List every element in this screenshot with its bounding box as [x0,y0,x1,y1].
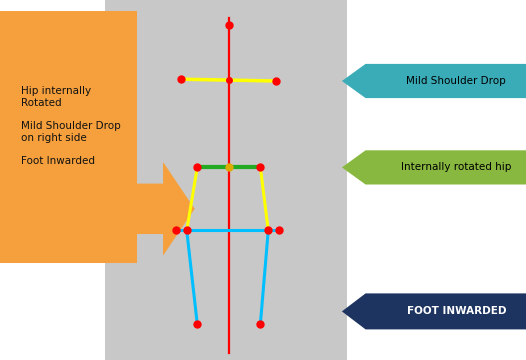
Polygon shape [342,293,526,329]
FancyBboxPatch shape [105,0,347,360]
FancyBboxPatch shape [0,11,137,263]
Text: Mild Shoulder Drop: Mild Shoulder Drop [407,76,506,86]
Text: Internally rotated hip: Internally rotated hip [401,162,511,172]
Polygon shape [342,150,526,184]
Polygon shape [342,64,526,98]
Text: FOOT INWARDED: FOOT INWARDED [407,306,506,316]
Polygon shape [0,162,195,256]
Text: Hip internally
Rotated

Mild Shoulder Drop
on right side

Foot Inwarded: Hip internally Rotated Mild Shoulder Dro… [21,86,121,166]
